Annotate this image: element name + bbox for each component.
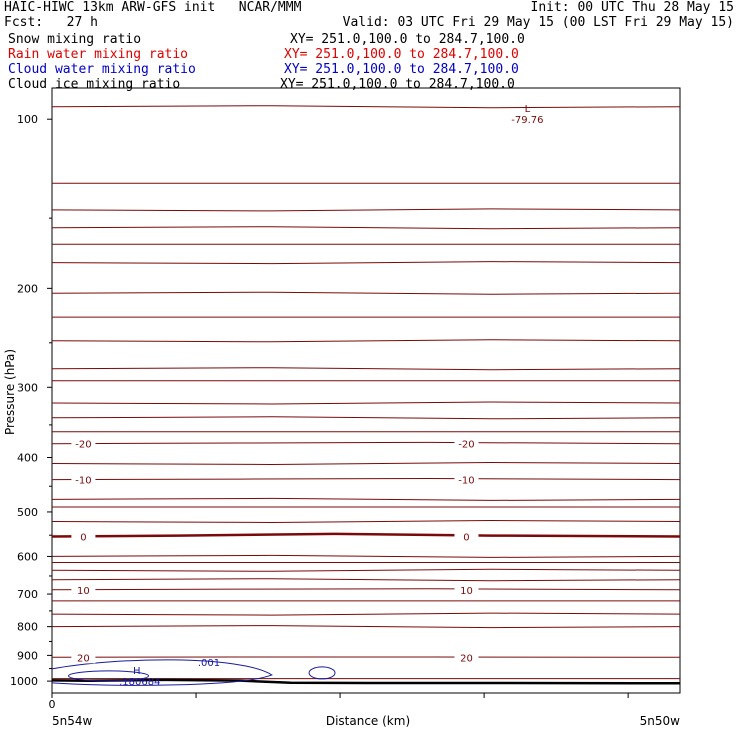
contour-label-bg bbox=[454, 582, 479, 596]
contour-label-bg bbox=[71, 529, 96, 543]
temperature-contour-635 bbox=[51, 568, 681, 572]
contour-label-0-1: 0 bbox=[463, 533, 469, 544]
extreme-H-value: .180684 bbox=[119, 677, 160, 688]
temperature-contour-660 bbox=[51, 578, 681, 582]
temperature-contour-600 bbox=[51, 554, 681, 558]
field-xy-cloud-water: XY= 251.0,100.0 to 284.7,100.0 bbox=[284, 62, 519, 77]
contour-label-bg bbox=[71, 436, 96, 450]
temperature-contour-10 bbox=[51, 588, 681, 591]
contour-label-bg bbox=[71, 472, 96, 486]
y-tick-label-500: 500 bbox=[17, 506, 38, 519]
temperature-contour-0 bbox=[51, 532, 681, 538]
temperature-contour-95 bbox=[51, 105, 681, 109]
temperature-contour-800 bbox=[51, 625, 681, 629]
y-tick-label-1000: 1000 bbox=[10, 675, 38, 688]
y-tick-label-200: 200 bbox=[17, 282, 38, 295]
y-axis-title: Pressure (hPa) bbox=[3, 349, 17, 435]
field-label-snow: Snow mixing ratio bbox=[8, 32, 142, 47]
contour-label--10-0: -10 bbox=[75, 476, 91, 487]
forecast-hour: Fcst: 27 h bbox=[4, 15, 98, 30]
temperature-contour-340 bbox=[51, 416, 681, 420]
chart-labels: -20 -20 -10 -10 0 0 10 10 20 20 .001 L-79.76 H.18068… bbox=[71, 104, 544, 688]
contour-label--10-1: -10 bbox=[458, 476, 474, 487]
x-tick-label-0: 0 bbox=[49, 698, 56, 711]
model-title: HAIC-HIWC 13km ARW-GFS init NCAR/MMM bbox=[4, 0, 302, 15]
temperature-contour-180 bbox=[51, 261, 681, 265]
field-xy-snow: XY= 251.0,100.0 to 284.7,100.0 bbox=[290, 32, 525, 47]
temperature-contour-760 bbox=[51, 612, 681, 616]
temperature-contours bbox=[51, 105, 681, 685]
contour-label-10-0: 10 bbox=[77, 586, 90, 597]
y-tick-label-600: 600 bbox=[17, 550, 38, 563]
cloud-water-contour-outer bbox=[51, 659, 273, 686]
contour-label-bg bbox=[454, 650, 479, 664]
temperature-contour-145 bbox=[51, 208, 681, 212]
field-label-cloud-water: Cloud water mixing ratio bbox=[8, 62, 196, 77]
contour-label-bg bbox=[71, 582, 96, 596]
contour-label-0-0: 0 bbox=[80, 533, 86, 544]
y-tick-label-400: 400 bbox=[17, 451, 38, 464]
temperature-contour-156 bbox=[51, 226, 681, 230]
temperature-contour-320 bbox=[51, 401, 681, 405]
y-tick-label-100: 100 bbox=[17, 113, 38, 126]
cloud-water-contours bbox=[51, 659, 336, 686]
y-tick-label-800: 800 bbox=[17, 621, 38, 634]
field-xy-rain: XY= 251.0,100.0 to 284.7,100.0 bbox=[284, 47, 519, 62]
temperature-contour-520 bbox=[51, 519, 681, 524]
field-label-rain: Rain water mixing ratio bbox=[8, 47, 189, 62]
cloud-water-contour-inner bbox=[68, 670, 150, 682]
temperature-contour--10 bbox=[51, 477, 681, 481]
contour-label-bg bbox=[454, 472, 479, 486]
cloud-water-contour-small bbox=[308, 666, 336, 680]
x-end-label: 5n50w bbox=[640, 714, 681, 728]
contour-label-bg bbox=[454, 529, 479, 543]
contour-label--20-1: -20 bbox=[458, 440, 474, 451]
y-tick-label-300: 300 bbox=[17, 381, 38, 394]
temperature-contour-475 bbox=[51, 497, 681, 501]
init-time: Init: 00 UTC Thu 28 May 15 bbox=[530, 0, 735, 15]
x-axis-title: Distance (km) bbox=[326, 714, 410, 728]
plot-frame bbox=[51, 87, 681, 694]
contour-label-20-1: 20 bbox=[460, 653, 473, 664]
contour-label-20-0: 20 bbox=[77, 653, 90, 664]
valid-time: Valid: 03 UTC Fri 29 May 15 (00 LST Fri … bbox=[342, 15, 734, 30]
temperature-contour-410 bbox=[51, 461, 681, 466]
contour-label--20-0: -20 bbox=[75, 440, 91, 451]
extreme-L-marker: L bbox=[525, 104, 531, 115]
extreme-L-value: -79.76 bbox=[511, 115, 543, 126]
temperature-contour-278 bbox=[51, 367, 681, 371]
extreme-H-marker: H bbox=[133, 666, 141, 677]
cloud-water-label: .001 bbox=[198, 658, 220, 669]
contour-label-bg bbox=[454, 436, 479, 450]
temperature-contour-204 bbox=[51, 291, 681, 295]
x-start-label: 5n54w bbox=[52, 714, 93, 728]
temperature-contour--20 bbox=[51, 441, 681, 445]
contour-label-bg bbox=[71, 650, 96, 664]
y-tick-label-700: 700 bbox=[17, 588, 38, 601]
y-tick-label-900: 900 bbox=[17, 649, 38, 662]
temperature-contour-248 bbox=[51, 339, 681, 343]
contour-label-10-1: 10 bbox=[460, 586, 473, 597]
